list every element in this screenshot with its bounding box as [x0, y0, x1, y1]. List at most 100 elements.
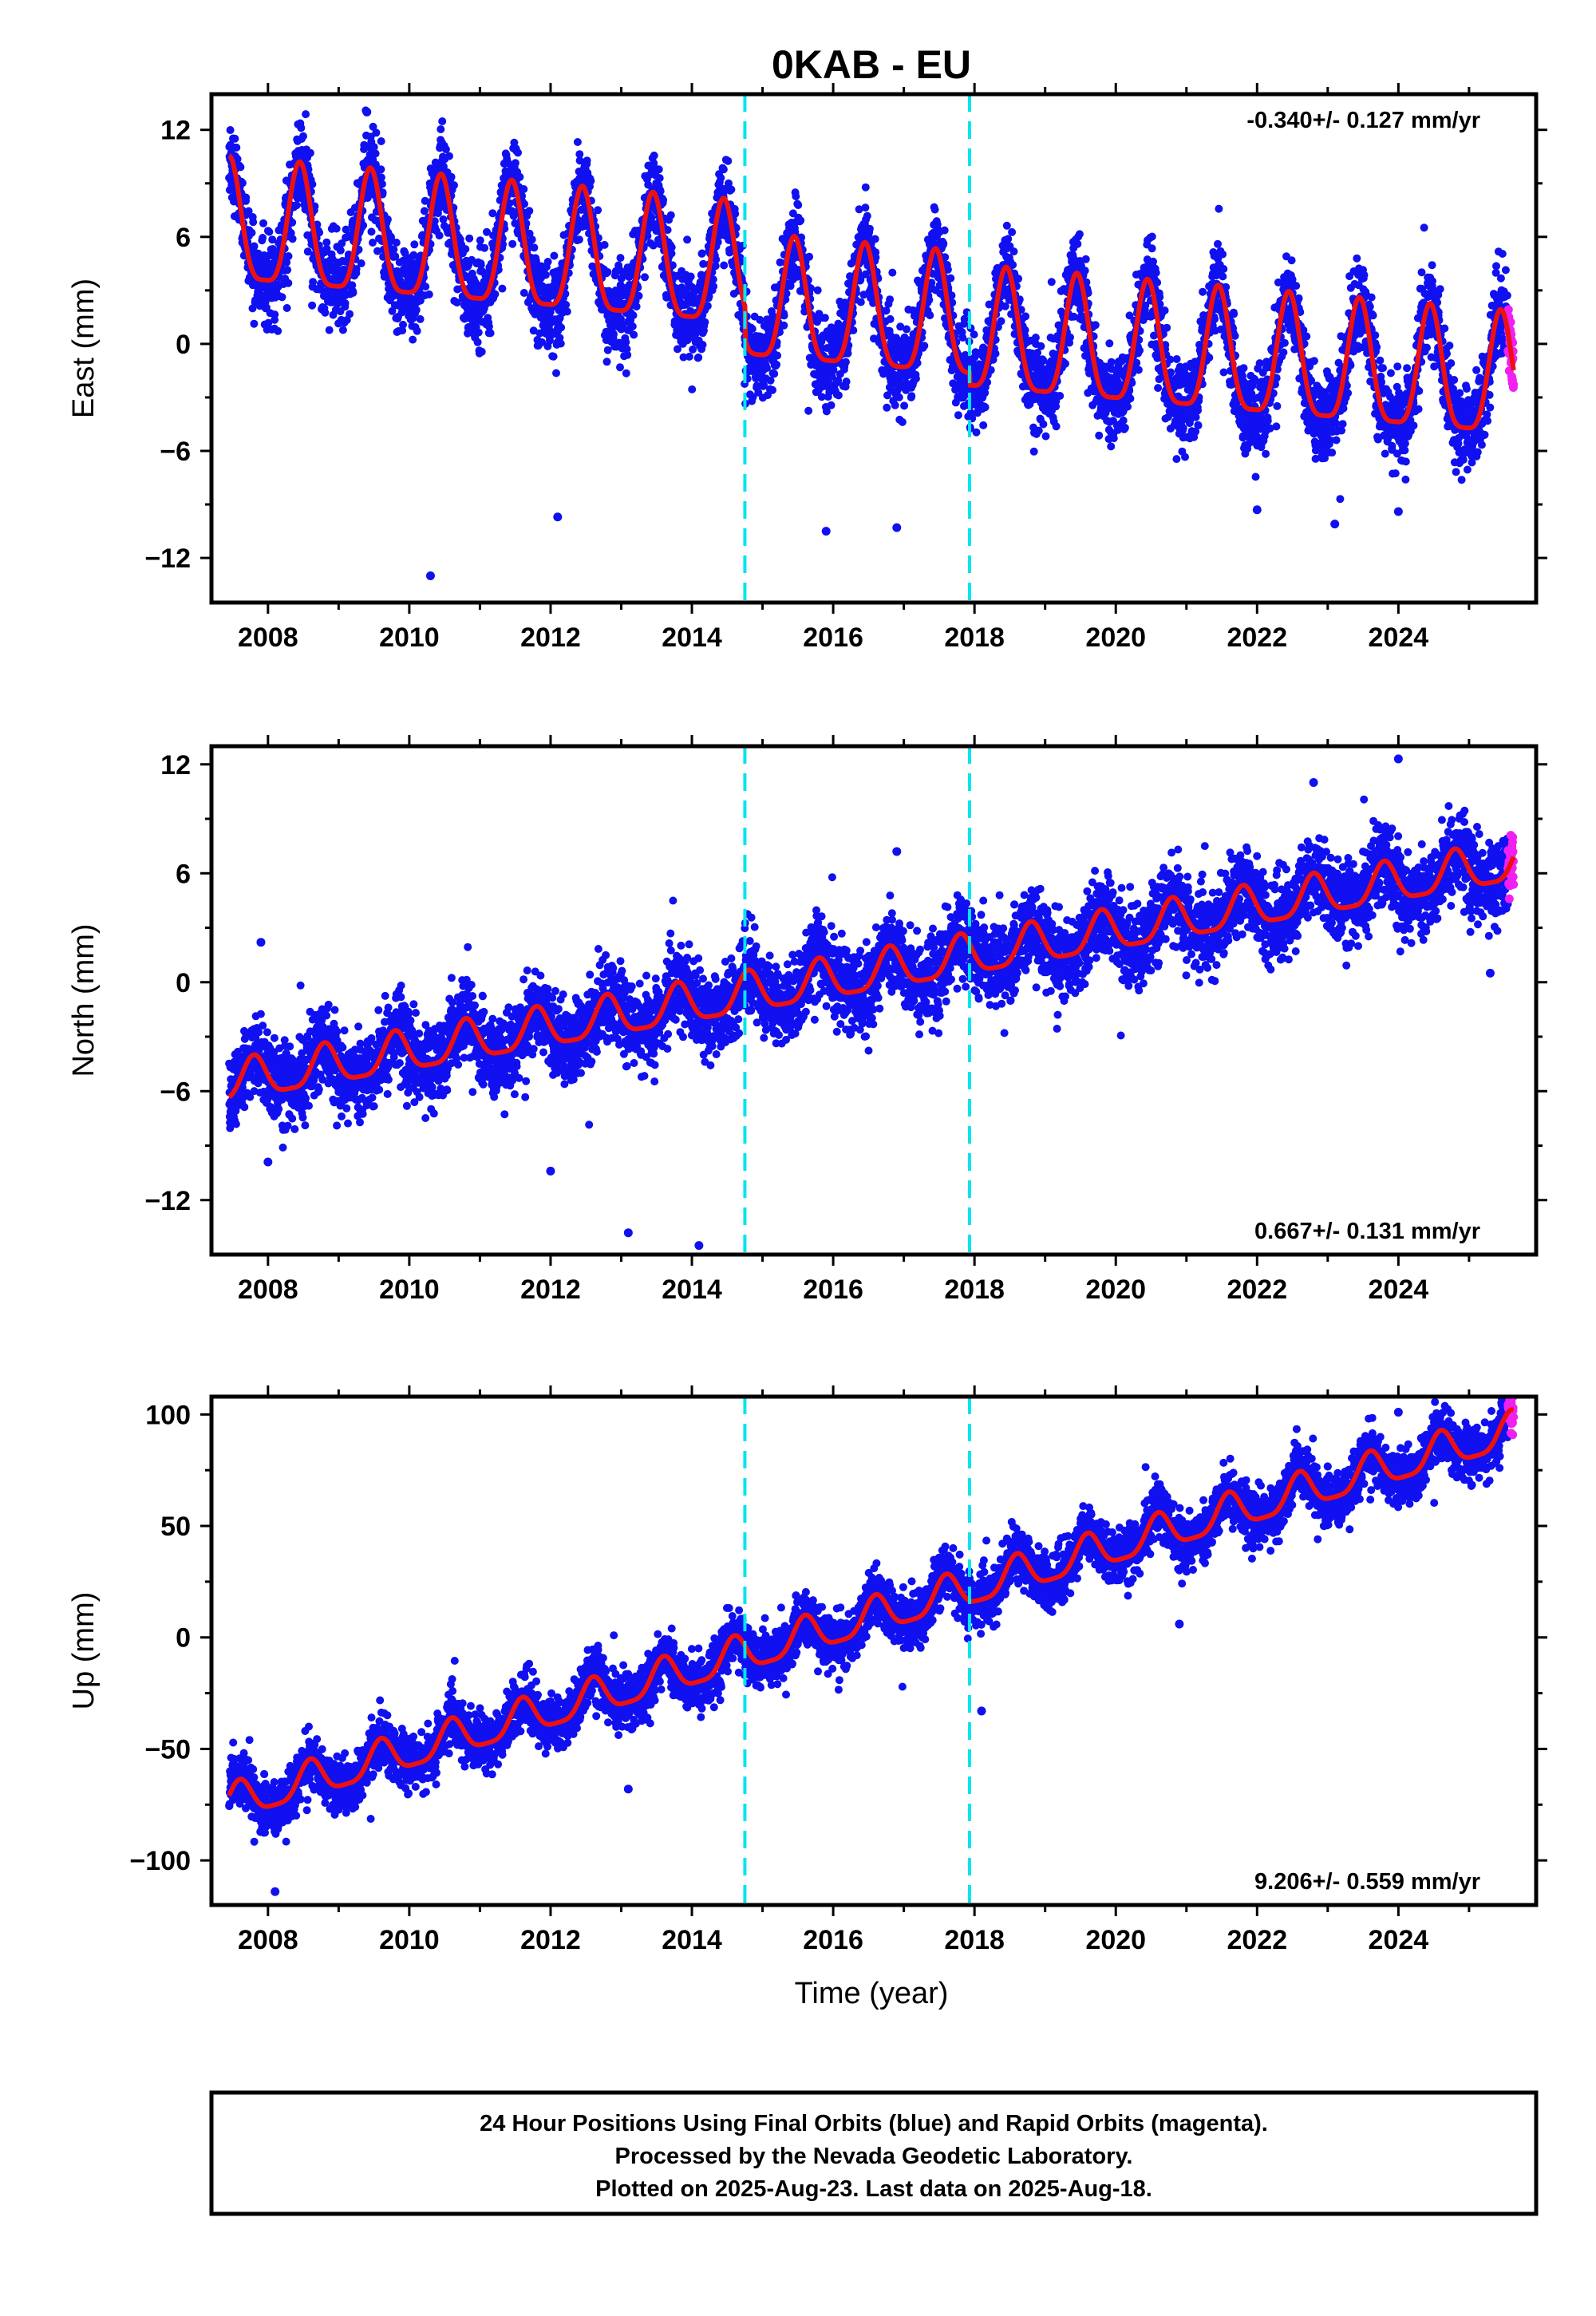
east-final-point: [264, 318, 273, 327]
east-final-point: [583, 156, 591, 165]
east-final-point: [1126, 394, 1135, 403]
east-final-point: [477, 347, 486, 356]
east-final-point: [856, 298, 865, 306]
east-final-point: [1002, 221, 1011, 230]
east-final-point: [552, 369, 560, 377]
east-final-point: [930, 205, 939, 214]
east-final-point: [602, 358, 611, 366]
east-final-point: [717, 173, 725, 182]
east-final-point: [666, 211, 675, 219]
east-final-point: [474, 328, 483, 337]
east-final-point: [342, 225, 350, 234]
east-final-point: [886, 295, 895, 304]
east-final-point: [865, 224, 874, 233]
east-final-point: [1239, 364, 1248, 373]
east-final-point: [780, 321, 788, 330]
east-final-point: [926, 311, 934, 320]
east-final-point: [409, 251, 418, 259]
east-plot-area: [225, 94, 1519, 603]
east-final-point: [1148, 232, 1156, 241]
east-final-point: [1181, 453, 1189, 461]
east-final-point: [1152, 268, 1160, 277]
east-final-point: [622, 338, 630, 346]
east-final-point: [348, 281, 357, 290]
east-final-point: [421, 283, 430, 291]
east-final-point: [654, 165, 663, 174]
east-final-point: [616, 254, 625, 263]
east-final-point: [420, 207, 429, 215]
east-final-point: [575, 235, 583, 244]
east-final-point: [1073, 239, 1082, 248]
east-final-point: [979, 421, 988, 429]
east-final-point: [709, 282, 718, 290]
east-final-point: [1095, 431, 1104, 440]
east-final-point: [297, 124, 306, 132]
east-final-point: [278, 293, 286, 302]
east-final-point: [766, 376, 775, 385]
east-final-point: [308, 180, 317, 188]
east-final-point: [372, 128, 381, 137]
east-final-point: [1041, 432, 1050, 441]
east-final-point: [338, 326, 347, 334]
east-final-point: [792, 192, 800, 200]
east-final-point: [274, 326, 282, 335]
east-final-point: [250, 242, 259, 251]
east-final-point: [425, 290, 433, 298]
east-final-point: [247, 228, 256, 237]
east-final-point: [1081, 255, 1090, 263]
east-final-point: [898, 417, 907, 426]
east-final-point: [616, 363, 624, 372]
east-final-point: [1037, 342, 1045, 350]
east-final-point: [900, 401, 909, 410]
east-final-point: [1107, 358, 1116, 366]
east-final-point: [525, 207, 534, 215]
east-final-point: [1021, 326, 1029, 334]
east-final-point: [346, 310, 354, 318]
east-final-point: [392, 239, 401, 247]
east-final-point: [416, 314, 425, 323]
east-final-point: [259, 234, 267, 242]
east-final-point: [439, 215, 448, 223]
east-final-point: [719, 165, 728, 174]
east-final-point: [259, 219, 267, 227]
east-final-point: [1149, 257, 1157, 266]
east-final-point: [315, 228, 324, 237]
east-final-point: [303, 247, 312, 256]
east-final-point: [284, 252, 293, 260]
east-final-point: [1109, 434, 1118, 443]
east-final-point: [1172, 455, 1181, 464]
east-final-point: [437, 125, 445, 133]
east-final-point: [265, 227, 274, 236]
east-final-point: [939, 239, 948, 248]
east-final-point: [688, 385, 697, 393]
east-final-point: [794, 201, 803, 209]
east-final-point: [656, 187, 665, 196]
east-final-point: [371, 149, 380, 158]
east-final-point: [430, 217, 439, 226]
east-final-point: [369, 122, 377, 131]
east-final-point: [1156, 293, 1164, 302]
east-final-point: [391, 252, 400, 261]
east-final-point: [288, 218, 297, 227]
east-final-point: [1004, 235, 1013, 243]
east-final-point: [389, 245, 398, 254]
east-final-point: [888, 268, 897, 277]
east-final-point: [655, 174, 664, 183]
east-final-point: [946, 274, 955, 283]
east-final-point: [435, 231, 444, 240]
east-final-point: [603, 346, 612, 354]
east-final-point: [834, 391, 843, 400]
east-final-point: [628, 322, 637, 330]
east-final-point: [911, 374, 920, 383]
east-final-point: [321, 308, 330, 317]
east-final-point: [410, 240, 419, 249]
east-final-point: [476, 261, 485, 270]
east-final-point: [997, 317, 1005, 326]
east-final-point: [903, 325, 911, 334]
east-final-point: [249, 218, 258, 227]
east-final-point: [594, 206, 602, 215]
east-final-point: [863, 211, 871, 220]
east-final-point: [632, 302, 641, 311]
east-final-point: [438, 117, 447, 125]
